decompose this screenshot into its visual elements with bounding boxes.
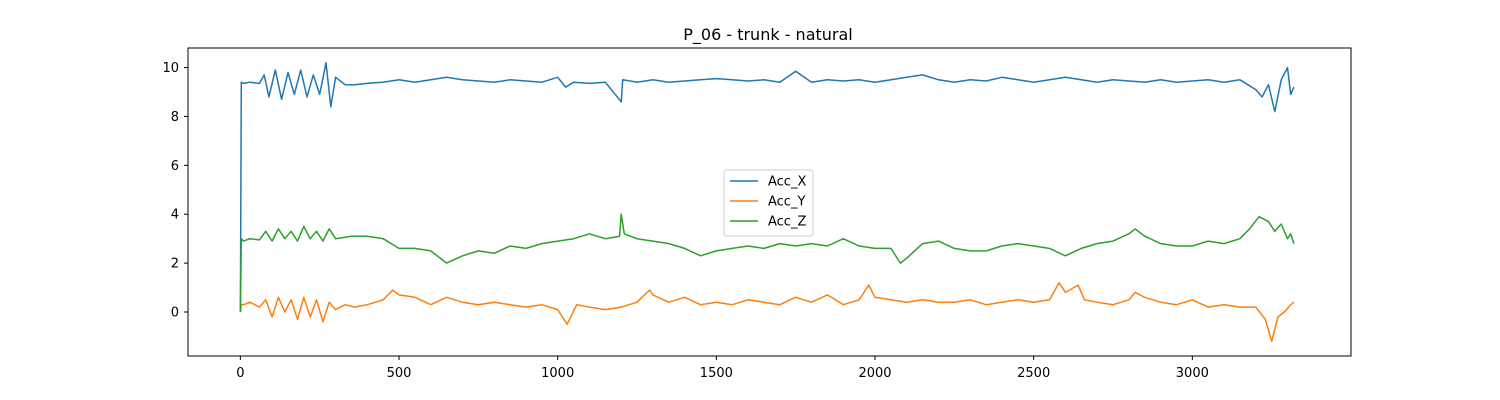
y-tick-label: 0 xyxy=(171,306,179,321)
series-line-acc-x xyxy=(239,61,1295,313)
y-tick-label: 6 xyxy=(171,159,179,174)
series-lines xyxy=(239,61,1295,343)
x-tick-label: 2500 xyxy=(1017,366,1050,381)
x-tick-label: 3000 xyxy=(1176,366,1209,381)
y-tick-label: 4 xyxy=(171,208,179,223)
x-axis: 0 500 1000 1500 2000 2500 3000 xyxy=(236,356,1209,381)
chart-title: P_06 - trunk - natural xyxy=(683,25,852,45)
series-line-acc-z xyxy=(239,213,1295,313)
legend-label-acc-x: Acc_X xyxy=(768,175,806,190)
legend-box xyxy=(723,169,814,237)
x-tick-label: 0 xyxy=(236,366,244,381)
legend-label-acc-y: Acc_Y xyxy=(768,195,805,210)
series-line-acc-y xyxy=(239,281,1295,343)
y-tick-label: 10 xyxy=(162,61,179,76)
legend: Acc_X Acc_Y Acc_Z xyxy=(723,169,814,237)
legend-label-acc-z: Acc_Z xyxy=(768,215,806,230)
y-axis: 0 2 4 6 8 10 xyxy=(162,61,188,321)
x-tick-label: 1500 xyxy=(700,366,733,381)
x-tick-label: 2000 xyxy=(858,366,891,381)
plot-area: 0 500 1000 1500 2000 2500 3000 0 2 4 6 8 10 xyxy=(162,47,1352,381)
axes-frame xyxy=(187,47,1352,357)
x-tick-label: 1000 xyxy=(541,366,574,381)
x-tick-label: 500 xyxy=(387,366,412,381)
y-tick-label: 2 xyxy=(171,257,179,272)
y-tick-label: 8 xyxy=(171,110,179,125)
